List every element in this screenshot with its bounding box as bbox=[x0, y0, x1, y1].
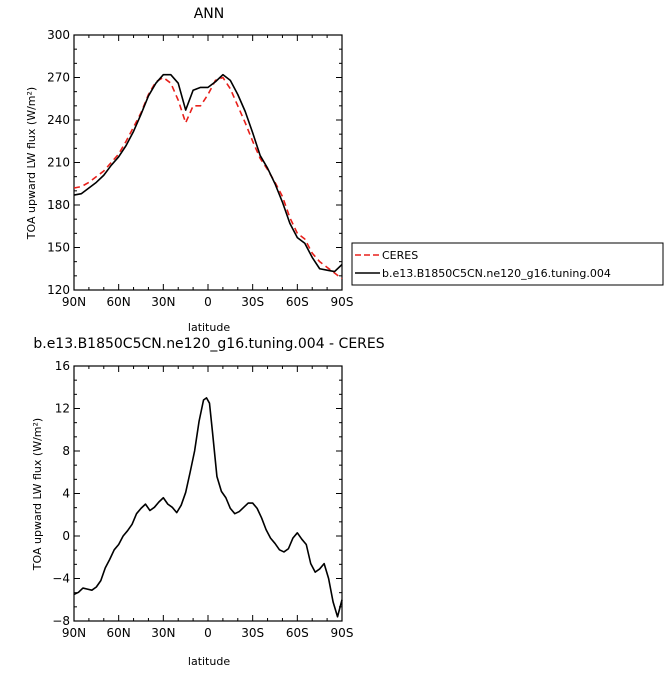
legend-box bbox=[351, 242, 664, 286]
y-tick-label: −8 bbox=[52, 614, 70, 628]
x-tick-label: 60S bbox=[286, 295, 309, 309]
chart-title: ANN bbox=[194, 6, 225, 22]
legend-entry: b.e13.B1850C5CN.ne120_g16.tuning.004 bbox=[382, 267, 611, 280]
y-tick-label: 16 bbox=[55, 359, 70, 373]
legend-entry: CERES bbox=[382, 249, 418, 262]
y-tick-label: 120 bbox=[47, 283, 70, 297]
legend: CERES b.e13.B1850C5CN.ne120_g16.tuning.00… bbox=[351, 242, 664, 286]
y-tick-label: 0 bbox=[62, 529, 70, 543]
series-line-0-0 bbox=[73, 76, 343, 280]
y-tick-label: 240 bbox=[47, 113, 70, 127]
x-tick-label: 60N bbox=[107, 295, 131, 309]
plot-frame bbox=[73, 365, 343, 622]
x-tick-label: 60N bbox=[107, 626, 131, 640]
x-tick-label: 90N bbox=[62, 295, 86, 309]
x-tick-label: 30S bbox=[241, 295, 264, 309]
y-tick-label: 4 bbox=[62, 487, 70, 501]
y-tick-label: 180 bbox=[47, 198, 70, 212]
y-tick-label: 150 bbox=[47, 241, 70, 255]
x-tick-label: 30S bbox=[241, 626, 264, 640]
difference-y-axis-label: TOA upward LW flux (W/m²) bbox=[31, 418, 44, 571]
x-tick-label: 90S bbox=[331, 295, 354, 309]
top-plot-panel: 90N 60N 30N 0 30S 60S 90S 120 150 180 210 240 270 300 bbox=[47, 28, 353, 309]
x-tick-label: 0 bbox=[204, 295, 212, 309]
x-tick-label: 30N bbox=[151, 295, 175, 309]
y-tick-label: 300 bbox=[47, 28, 70, 42]
series-line-0-1 bbox=[73, 73, 343, 273]
x-tick-label: 60S bbox=[286, 626, 309, 640]
x-tick-label: 90N bbox=[62, 626, 86, 640]
x-tick-label: 30N bbox=[151, 626, 175, 640]
series-line-1-0 bbox=[73, 397, 343, 618]
difference-plot-panel: 90N 60N 30N 0 30S 60S 90S −8 −4 0 4 8 12 16 bbox=[52, 359, 353, 640]
x-tick-label: 90S bbox=[331, 626, 354, 640]
y-tick-label: −4 bbox=[52, 572, 70, 586]
x-axis-label: latitude bbox=[188, 321, 230, 334]
y-tick-label: 270 bbox=[47, 71, 70, 85]
y-tick-label: 8 bbox=[62, 444, 70, 458]
y-axis-label: TOA upward LW flux (W/m²) bbox=[25, 87, 38, 240]
difference-x-axis-label: latitude bbox=[188, 655, 230, 668]
difference-chart-title: b.e13.B1850C5CN.ne120_g16.tuning.004 - C… bbox=[33, 336, 384, 352]
y-tick-label: 210 bbox=[47, 156, 70, 170]
y-tick-label: 12 bbox=[55, 402, 70, 416]
x-tick-label: 0 bbox=[204, 626, 212, 640]
